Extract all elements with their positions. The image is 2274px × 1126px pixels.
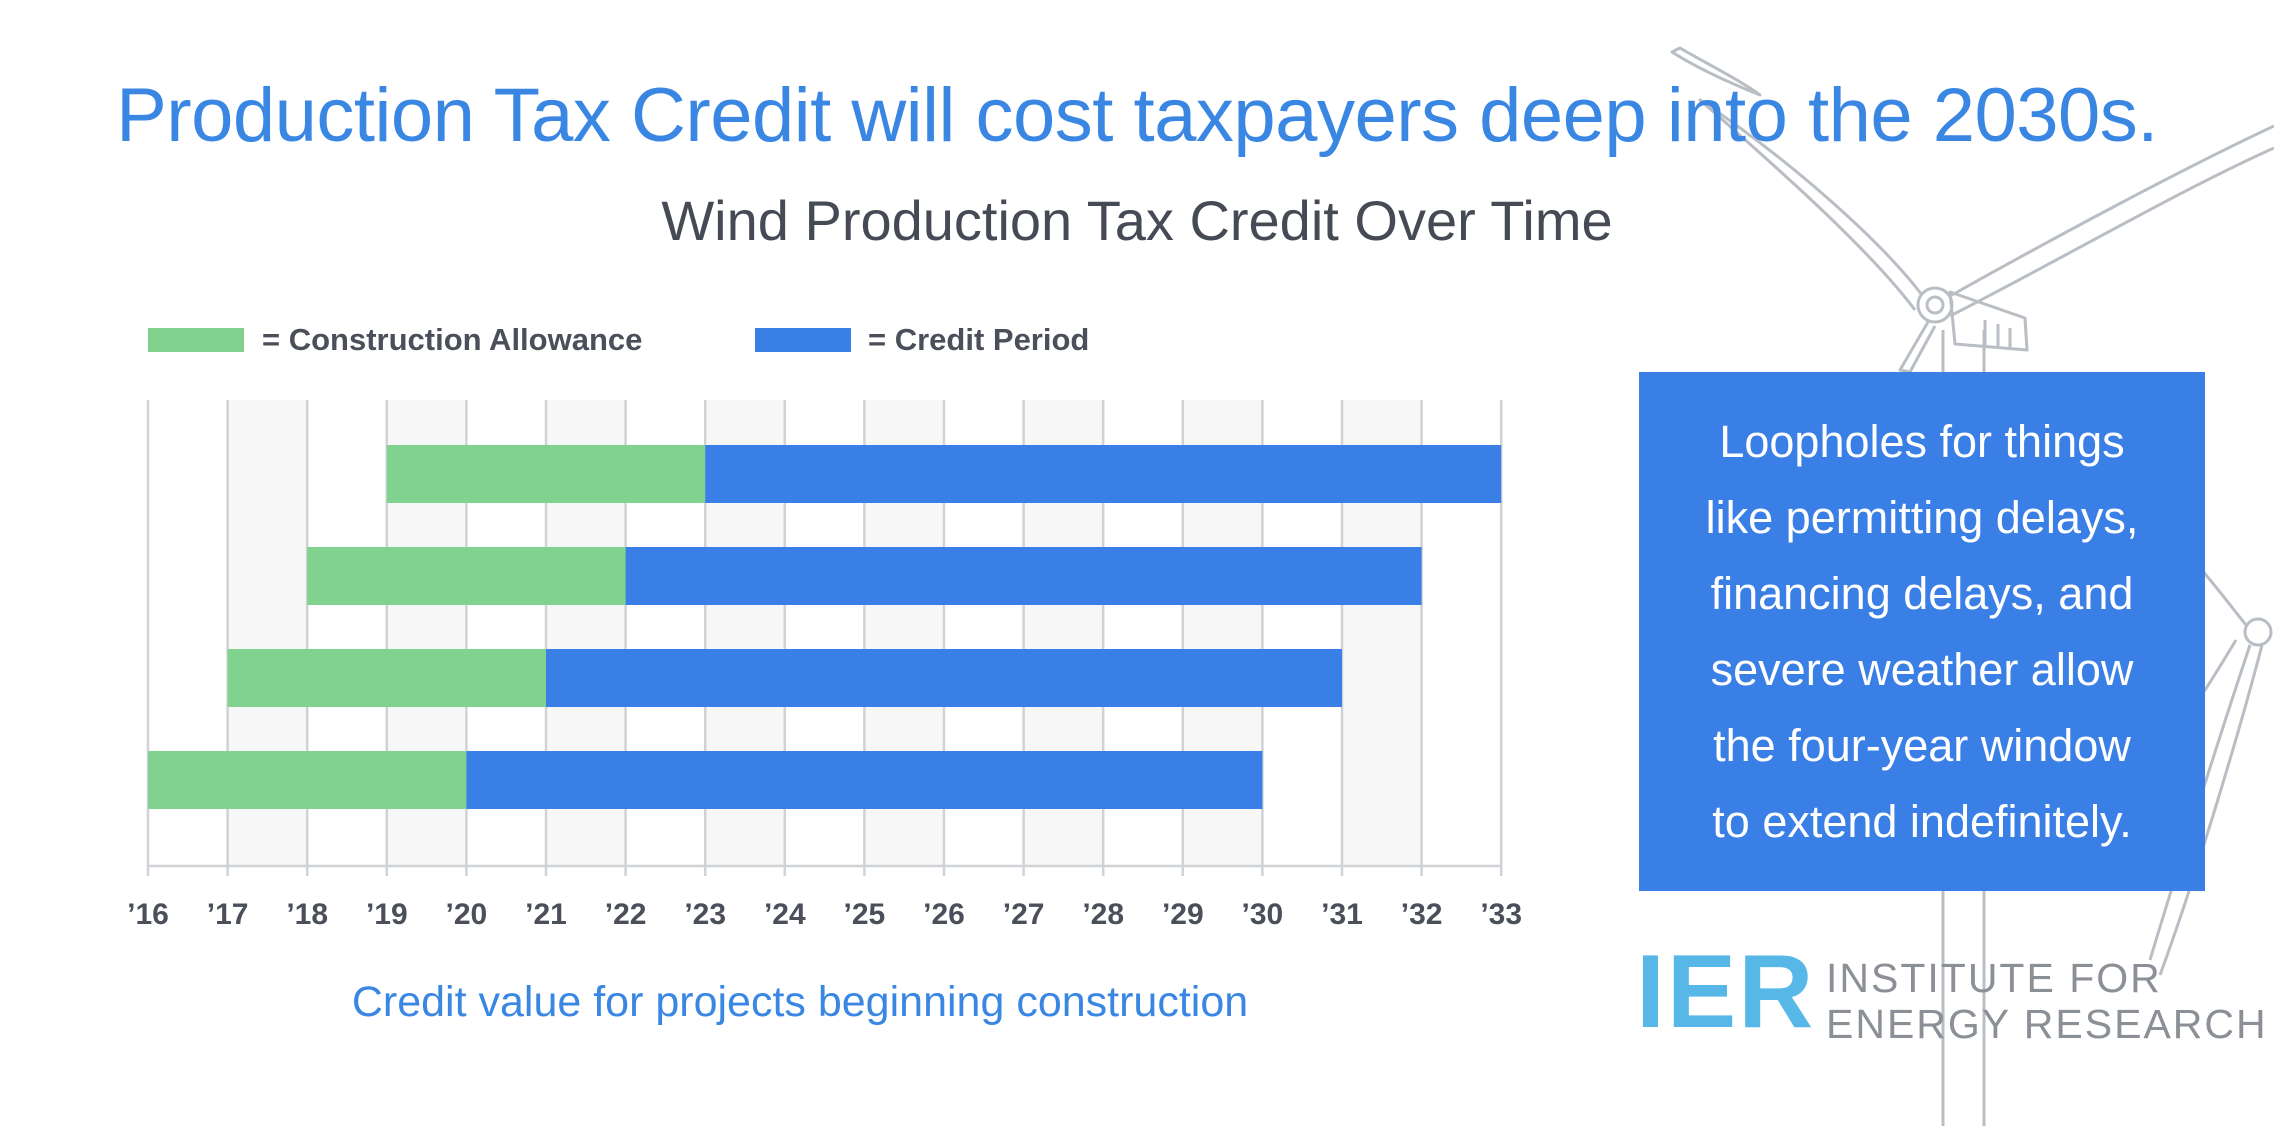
headline: Production Tax Credit will cost taxpayer… (116, 73, 2158, 158)
bar-construction-3 (227, 649, 546, 707)
x-tick-label: ’18 (286, 898, 328, 931)
bar-credit-3 (546, 649, 1342, 707)
x-tick-label: ’23 (684, 898, 726, 931)
x-tick-label: ’33 (1480, 898, 1522, 931)
x-tick-label: ’32 (1401, 898, 1443, 931)
x-tick-label: ’27 (1003, 898, 1045, 931)
legend-label-credit: = Credit Period (868, 322, 1090, 357)
legend-label-construction: = Construction Allowance (262, 322, 643, 357)
bar-construction-4 (148, 751, 467, 809)
x-tick-label: ’24 (764, 898, 806, 931)
callout-text: Loopholes for things like permitting del… (1705, 415, 2139, 847)
legend-swatch-construction (148, 328, 244, 352)
legend-swatch-credit (755, 328, 851, 352)
callout-box: Loopholes for things like permitting del… (1639, 372, 2205, 891)
bar-credit-1 (705, 445, 1502, 503)
x-tick-label: ’17 (207, 898, 249, 931)
x-tick-label: ’22 (605, 898, 647, 931)
x-tick-label: ’30 (1242, 898, 1284, 931)
x-tick-label: ’29 (1162, 898, 1204, 931)
bar-construction-2 (307, 547, 626, 605)
x-axis-label: Credit value for projects beginning cons… (351, 978, 1249, 1026)
bar-credit-2 (625, 547, 1422, 605)
logo-mark: IER (1636, 934, 1816, 1050)
x-tick-label: ’21 (525, 898, 567, 931)
x-tick-label: ’26 (923, 898, 965, 931)
x-tick-label: ’20 (446, 898, 488, 931)
x-tick-label: ’25 (844, 898, 886, 931)
bar-credit-4 (466, 751, 1263, 809)
chart-title: Wind Production Tax Credit Over Time (661, 189, 1613, 252)
x-tick-label: ’31 (1321, 898, 1363, 931)
timeline-chart: ’16 ’17 ’18 ’19 ’20 ’21 ’22 ’23 ’24 ’25 ’26 ’27 ’28 ’… (127, 400, 1522, 931)
bar-construction-1 (386, 445, 706, 503)
x-tick-label: ’28 (1082, 898, 1124, 931)
logo-text-line2: ENERGY RESEARCH (1826, 1001, 2268, 1047)
logo-text-line1: INSTITUTE FOR (1826, 955, 2162, 1001)
x-tick-label: ’19 (366, 898, 408, 931)
x-tick-label: ’16 (127, 898, 169, 931)
